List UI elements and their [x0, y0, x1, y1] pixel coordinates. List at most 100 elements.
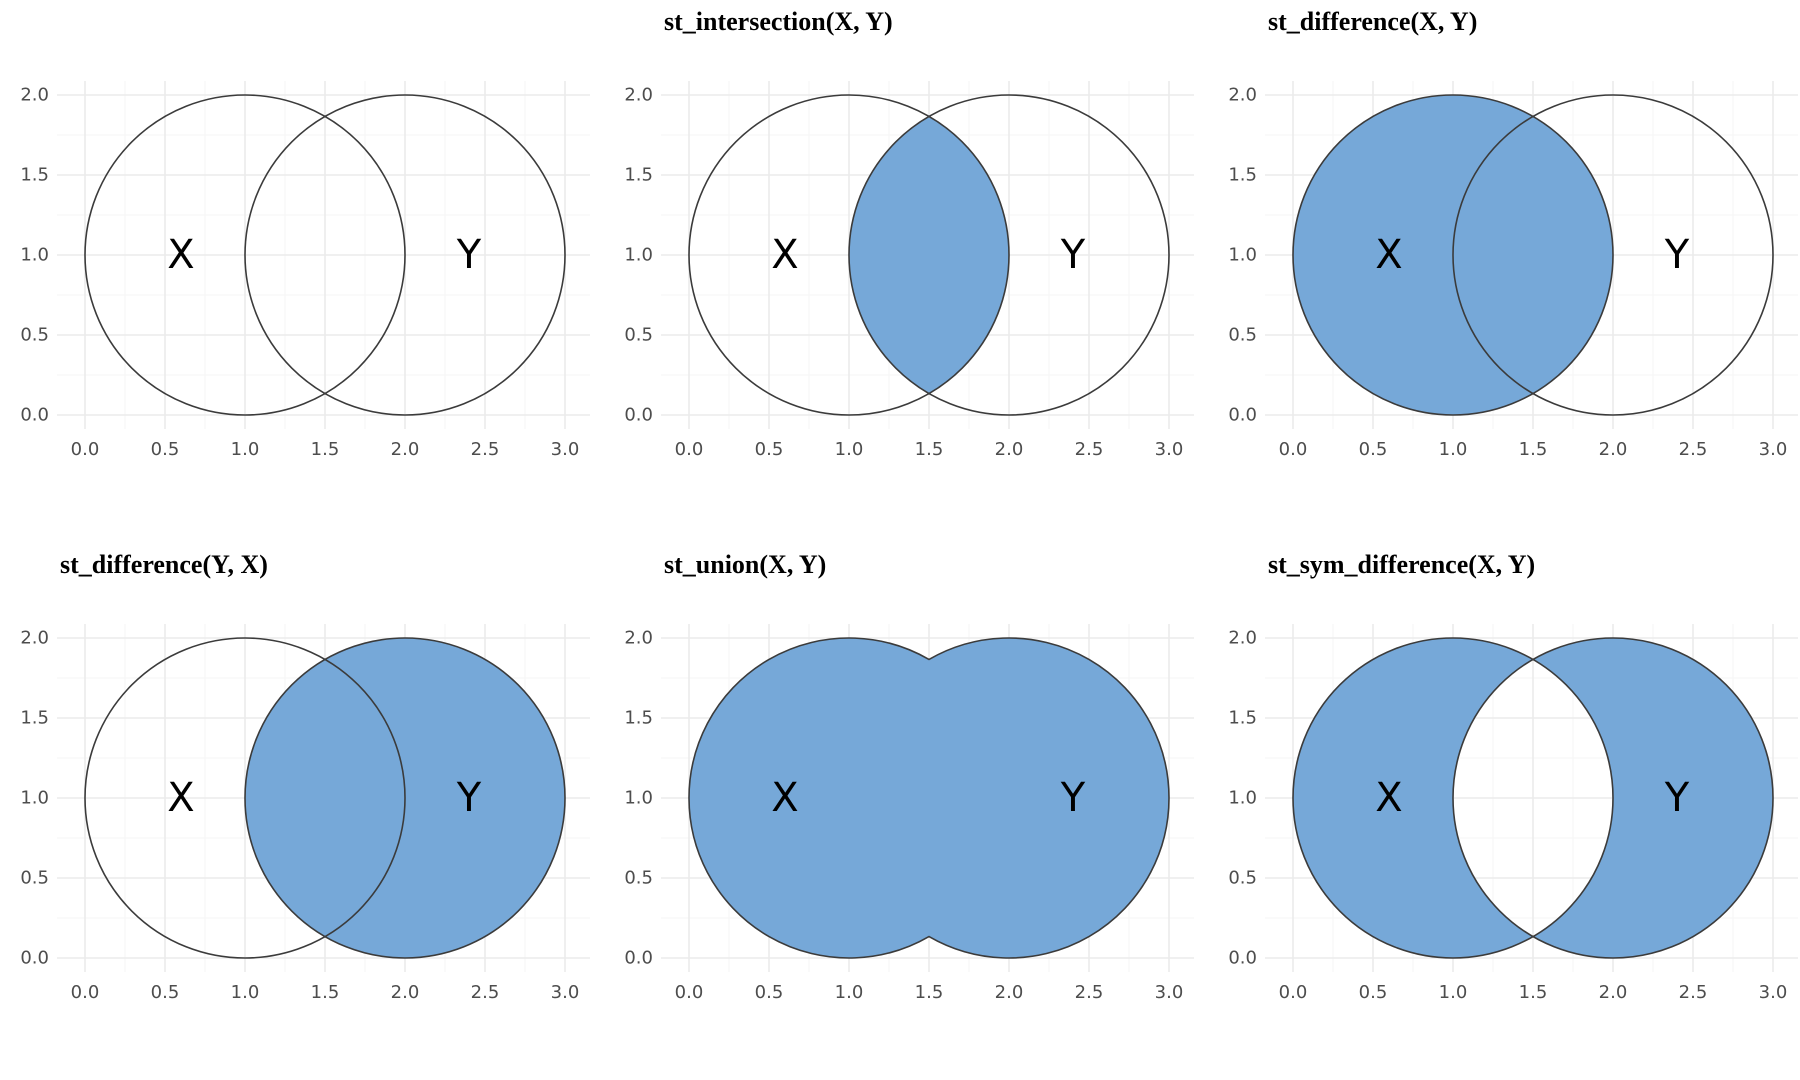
x-tick-label: 2.0 — [995, 982, 1024, 1003]
panel-union: st_union(X, Y) X Y 0.0 0.5 1.0 1.5 2.0 2.5 3.0 0.0… — [624, 550, 1194, 1003]
y-tick-label: 0.0 — [1228, 948, 1257, 969]
x-tick-label: 0.0 — [71, 982, 100, 1003]
y-tick-label: 2.0 — [20, 85, 49, 106]
x-tick-label: 1.5 — [1519, 982, 1548, 1003]
y-tick-label: 0.5 — [20, 325, 49, 346]
y-tick-label: 1.5 — [20, 708, 49, 729]
x-tick-label: 0.0 — [1279, 439, 1308, 460]
circle-label-y: Y — [1664, 232, 1690, 278]
x-tick-label: 1.5 — [915, 982, 944, 1003]
x-tick-label: 2.0 — [995, 439, 1024, 460]
y-tick-label: 1.0 — [1228, 788, 1257, 809]
y-tick-label: 1.0 — [20, 788, 49, 809]
y-tick-label: 1.5 — [1228, 708, 1257, 729]
y-tick-label: 2.0 — [624, 628, 653, 649]
circle-y-outline — [1452, 94, 1774, 416]
x-tick-label: 3.0 — [551, 982, 580, 1003]
x-tick-label: 3.0 — [551, 439, 580, 460]
circle-y-outline — [244, 637, 566, 959]
x-tick-label: 1.0 — [1439, 439, 1468, 460]
x-tick-label: 2.5 — [1679, 439, 1708, 460]
x-tick-label: 3.0 — [1759, 439, 1788, 460]
circle-label-y: Y — [456, 775, 482, 821]
x-tick-label: 1.0 — [835, 982, 864, 1003]
x-tick-label: 1.5 — [915, 439, 944, 460]
panel-title: st_difference(Y, X) — [60, 550, 268, 579]
x-tick-label: 1.0 — [231, 439, 260, 460]
circle-x-outline — [688, 94, 1010, 416]
x-tick-label: 2.5 — [471, 982, 500, 1003]
circle-label-x: X — [1375, 775, 1402, 821]
circle-x-outline — [84, 94, 406, 416]
x-tick-label: 2.5 — [1679, 982, 1708, 1003]
x-tick-label: 2.0 — [1599, 439, 1628, 460]
y-tick-label: 0.5 — [1228, 325, 1257, 346]
circle-x-outline — [1292, 637, 1614, 959]
grid — [57, 81, 590, 429]
y-tick-label: 1.0 — [1228, 245, 1257, 266]
y-tick-label: 1.0 — [624, 788, 653, 809]
circle-label-x: X — [167, 775, 194, 821]
y-tick-label: 0.0 — [20, 948, 49, 969]
circle-label-x: X — [167, 232, 194, 278]
result-region-union — [689, 637, 1169, 958]
y-tick-label: 0.0 — [1228, 405, 1257, 426]
panel-title: st_union(X, Y) — [664, 550, 826, 579]
y-tick-label: 2.0 — [624, 85, 653, 106]
x-tick-label: 0.5 — [151, 439, 180, 460]
y-tick-label: 0.5 — [624, 868, 653, 889]
y-tick-label: 0.0 — [20, 405, 49, 426]
circle-label-x: X — [771, 232, 798, 278]
x-tick-label: 2.0 — [391, 439, 420, 460]
x-tick-label: 2.0 — [391, 982, 420, 1003]
circle-x-outline — [1292, 94, 1614, 416]
panel-title: st_intersection(X, Y) — [664, 7, 893, 36]
x-tick-label: 1.0 — [835, 439, 864, 460]
panel-sym-difference: st_sym_difference(X, Y) X Y 0.0 0.5 1.0 1.5 2.0… — [1228, 550, 1798, 1003]
y-tick-label: 0.5 — [1228, 868, 1257, 889]
y-tick-label: 1.5 — [20, 165, 49, 186]
y-tick-label: 2.0 — [1228, 628, 1257, 649]
y-tick-label: 1.5 — [624, 165, 653, 186]
y-tick-label: 1.5 — [1228, 165, 1257, 186]
panel-intersection: st_intersection(X, Y) X Y 0.0 0.5 1.0 1.5 2.0 2.… — [624, 7, 1194, 460]
union-outline — [688, 637, 1170, 959]
x-tick-label: 2.5 — [1075, 982, 1104, 1003]
x-tick-label: 1.0 — [231, 982, 260, 1003]
panel-plain: X Y 0.0 0.5 1.0 1.5 2.0 2.5 3.0 0.0 0.5 1.0 1.5 2.0 — [20, 81, 590, 460]
x-tick-label: 0.5 — [755, 982, 784, 1003]
circle-label-x: X — [1375, 232, 1402, 278]
x-tick-label: 2.5 — [471, 439, 500, 460]
circle-label-y: Y — [1664, 775, 1690, 821]
panel-title: st_sym_difference(X, Y) — [1268, 550, 1535, 579]
x-tick-label: 0.5 — [151, 982, 180, 1003]
circle-y-outline — [1452, 637, 1774, 959]
result-region-intersection — [849, 116, 1009, 394]
circle-y-outline — [848, 94, 1170, 416]
x-tick-label: 1.0 — [1439, 982, 1468, 1003]
x-tick-label: 1.5 — [311, 982, 340, 1003]
x-tick-label: 3.0 — [1155, 439, 1184, 460]
x-tick-label: 0.0 — [1279, 982, 1308, 1003]
circle-x-outline — [84, 637, 406, 959]
circle-label-y: Y — [1060, 775, 1086, 821]
x-tick-label: 1.5 — [1519, 439, 1548, 460]
result-region-sym-difference — [1293, 637, 1773, 958]
x-tick-label: 0.5 — [1359, 982, 1388, 1003]
y-tick-label: 0.5 — [20, 868, 49, 889]
y-tick-label: 1.5 — [624, 708, 653, 729]
panel-difference-y-x: st_difference(Y, X) X Y 0.0 0.5 1.0 1.5 2.0 2.5 3… — [20, 550, 590, 1003]
panel-difference-x-y: st_difference(X, Y) X Y 0.0 0.5 1.0 1.5 2.0 2.5 3… — [1228, 7, 1798, 460]
y-tick-label: 1.0 — [624, 245, 653, 266]
circle-label-y: Y — [456, 232, 482, 278]
x-tick-label: 3.0 — [1155, 982, 1184, 1003]
x-tick-label: 2.5 — [1075, 439, 1104, 460]
circle-label-y: Y — [1060, 232, 1086, 278]
x-tick-label: 0.5 — [755, 439, 784, 460]
y-tick-label: 0.0 — [624, 405, 653, 426]
y-tick-label: 0.5 — [624, 325, 653, 346]
y-tick-label: 2.0 — [20, 628, 49, 649]
y-tick-label: 1.0 — [20, 245, 49, 266]
circle-y-outline — [244, 94, 566, 416]
